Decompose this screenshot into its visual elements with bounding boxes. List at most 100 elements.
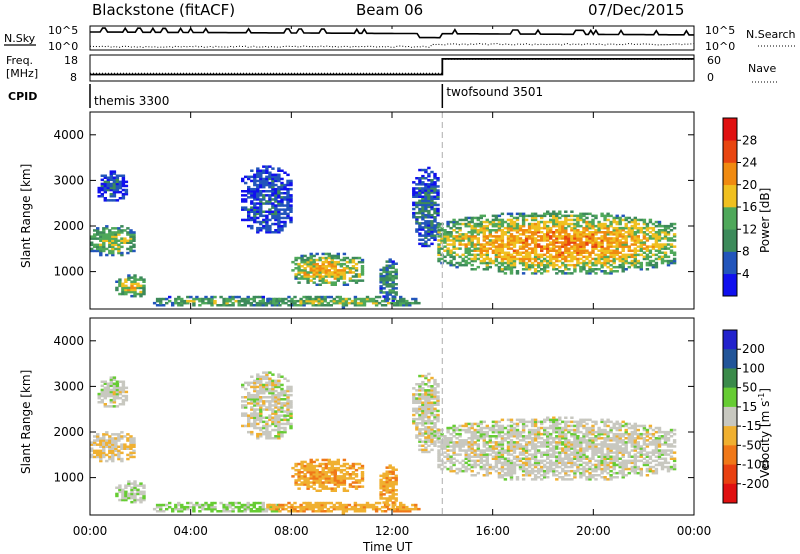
power-cell: [579, 241, 583, 244]
power-cell: [321, 256, 325, 260]
power-cell: [585, 255, 589, 259]
power-cell: [503, 257, 508, 261]
power-cell: [621, 237, 625, 240]
velocity-cell: [312, 475, 316, 478]
power-cell: [253, 181, 257, 185]
power-cell: [546, 261, 550, 265]
velocity-cell: [402, 507, 406, 511]
power-cell: [418, 209, 422, 213]
power-cell: [524, 231, 529, 234]
power-cell: [570, 245, 574, 248]
velocity-cell: [473, 435, 477, 438]
velocity-cell: [277, 373, 281, 376]
velocity-cell: [109, 394, 113, 398]
velocity-cell: [424, 442, 428, 445]
power-cell: [219, 304, 223, 307]
power-cell: [427, 203, 431, 207]
velocity-cell: [427, 434, 431, 437]
velocity-cell: [225, 507, 229, 511]
velocity-cell: [109, 405, 113, 408]
power-cell: [268, 231, 272, 234]
power-cell: [564, 233, 568, 236]
power-cell: [300, 256, 304, 260]
velocity-cell: [458, 447, 462, 450]
power-cell: [533, 212, 538, 216]
velocity-cell: [524, 449, 529, 452]
power-cell: [530, 218, 535, 222]
power-cell: [672, 251, 677, 254]
power-cell: [268, 185, 272, 189]
power-cell: [570, 229, 574, 232]
velocity-cell: [271, 381, 275, 385]
power-cell: [509, 272, 514, 275]
power-cell: [521, 224, 526, 228]
power-cell: [588, 268, 592, 271]
power-cell: [500, 222, 505, 226]
power-cell: [256, 231, 260, 234]
power-cell: [576, 259, 580, 263]
power-cell: [552, 212, 556, 216]
power-cell: [549, 214, 553, 218]
power-cell: [306, 262, 310, 266]
velocity-cell: [433, 413, 437, 417]
velocity-cell: [112, 384, 117, 388]
power-cell: [241, 190, 245, 193]
velocity-cell: [476, 463, 480, 467]
power-cell: [300, 269, 304, 272]
power-cell: [594, 261, 598, 265]
velocity-cell: [455, 443, 459, 446]
velocity-cell: [485, 474, 489, 477]
velocity-cell: [379, 487, 383, 490]
velocity-cell: [300, 466, 304, 470]
power-cell: [339, 275, 344, 278]
power-cell: [579, 245, 583, 248]
velocity-cell: [427, 399, 431, 402]
power-cell: [250, 202, 254, 205]
velocity-cell: [262, 408, 266, 411]
power-cell: [360, 260, 365, 264]
velocity-cell: [485, 447, 489, 450]
velocity-cell: [103, 388, 107, 392]
power-cell: [311, 301, 315, 305]
velocity-cell: [552, 463, 556, 467]
velocity-cell: [491, 430, 496, 434]
velocity-cell: [524, 424, 529, 428]
velocity-cell: [424, 376, 428, 380]
freq-tick-top: 18: [64, 54, 78, 67]
power-cell: [336, 269, 340, 272]
power-cell: [473, 226, 477, 230]
power-cell: [303, 258, 307, 262]
power-cell: [294, 275, 298, 278]
power-cell: [552, 268, 556, 271]
velocity-cell: [159, 505, 163, 509]
power-cell: [509, 241, 514, 244]
velocity-cell: [433, 422, 437, 425]
power-cell: [333, 281, 337, 284]
power-cell: [324, 265, 328, 268]
power-cell: [494, 216, 499, 220]
velocity-cell: [96, 451, 100, 455]
power-cell: [412, 203, 416, 207]
power-cell: [515, 231, 520, 234]
range-tick-label: 4000: [53, 128, 84, 142]
power-cell: [524, 214, 529, 218]
velocity-cell: [360, 466, 365, 470]
power-cell: [488, 222, 492, 226]
velocity-cell: [103, 394, 107, 398]
power-cell: [280, 224, 284, 228]
velocity-cell: [283, 377, 287, 380]
velocity-cell: [503, 437, 508, 440]
velocity-cell: [427, 417, 431, 421]
power-cell: [467, 241, 471, 244]
velocity-cell: [210, 503, 214, 507]
velocity-cell: [315, 475, 319, 478]
power-cell: [527, 247, 532, 250]
power-cell: [112, 184, 117, 188]
power-cell: [597, 255, 601, 259]
power-cell: [388, 272, 392, 276]
power-cell: [582, 249, 586, 252]
velocity-cell: [222, 503, 226, 507]
velocity-cell: [491, 426, 496, 430]
velocity-cell: [530, 432, 535, 436]
power-cell: [521, 247, 526, 250]
